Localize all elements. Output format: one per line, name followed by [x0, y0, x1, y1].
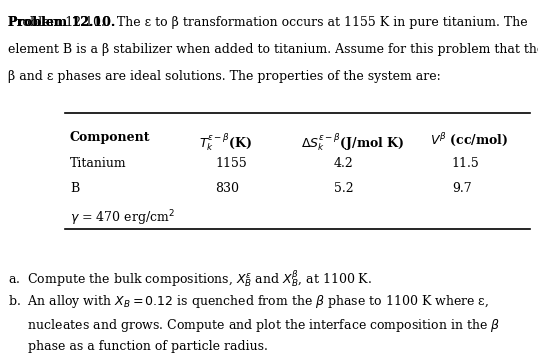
Text: $V^{\beta}$ (cc/mol): $V^{\beta}$ (cc/mol) — [430, 131, 509, 148]
Text: nucleates and grows. Compute and plot the interface composition in the $\beta$: nucleates and grows. Compute and plot th… — [8, 317, 500, 334]
Text: b.  An alloy with $X_B = 0.12$ is quenched from the $\beta$ phase to 1100 K wher: b. An alloy with $X_B = 0.12$ is quenche… — [8, 293, 489, 310]
Text: 1155: 1155 — [215, 157, 247, 170]
Text: Titanium: Titanium — [70, 157, 126, 170]
Text: $\gamma$ = 470 erg/cm$^2$: $\gamma$ = 470 erg/cm$^2$ — [70, 209, 175, 228]
Text: $T_k^{\varepsilon-\beta}$(K): $T_k^{\varepsilon-\beta}$(K) — [199, 131, 252, 153]
Text: Problem 12.10.: Problem 12.10. — [8, 16, 115, 29]
Text: 9.7: 9.7 — [452, 182, 471, 195]
Text: phase as a function of particle radius.: phase as a function of particle radius. — [8, 340, 268, 353]
Text: element B is a β stabilizer when added to titanium. Assume for this problem that: element B is a β stabilizer when added t… — [8, 43, 538, 56]
Text: Component: Component — [70, 131, 151, 144]
Text: Problem 12.10.: Problem 12.10. — [8, 16, 115, 29]
Text: Problem 12.10.   The ε to β transformation occurs at 1155 K in pure titanium. Th: Problem 12.10. The ε to β transformation… — [8, 16, 528, 29]
Text: $\Delta S_k^{\varepsilon-\beta}$(J/mol K): $\Delta S_k^{\varepsilon-\beta}$(J/mol K… — [301, 131, 405, 153]
Text: 4.2: 4.2 — [334, 157, 353, 170]
Text: 5.2: 5.2 — [334, 182, 353, 195]
Text: B: B — [70, 182, 79, 195]
Text: 11.5: 11.5 — [452, 157, 480, 170]
Text: 830: 830 — [215, 182, 239, 195]
Text: a.  Compute the bulk compositions, $X_B^\varepsilon$ and $X_B^\beta$, at 1100 K.: a. Compute the bulk compositions, $X_B^\… — [8, 268, 372, 289]
Text: β and ε phases are ideal solutions. The properties of the system are:: β and ε phases are ideal solutions. The … — [8, 70, 441, 83]
